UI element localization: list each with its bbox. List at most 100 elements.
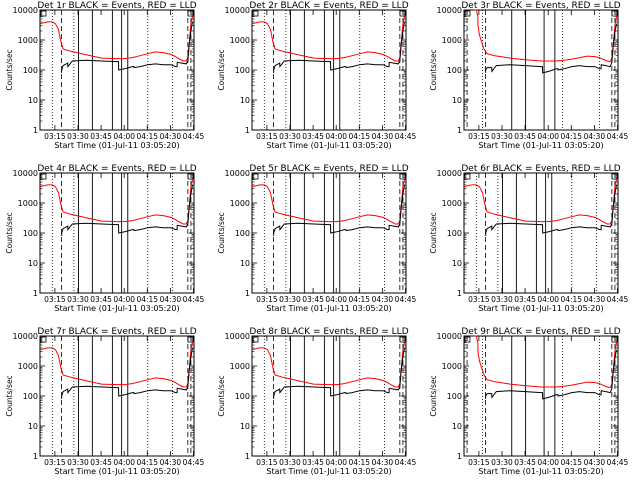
corner-marker <box>187 173 194 180</box>
x-tick-label: 04:00 <box>113 295 135 304</box>
panel-title: Det 2r BLACK = Events, RED = LLD <box>249 1 408 11</box>
corner-marker <box>40 336 47 343</box>
x-tick-label: 04:30 <box>372 295 394 304</box>
x-tick-label: 04:15 <box>348 132 370 141</box>
corner-marker <box>40 173 47 180</box>
panel-title: Det 7r BLACK = Events, RED = LLD <box>37 327 196 337</box>
x-tick-label: 03:45 <box>514 458 536 467</box>
x-tick-label: 03:15 <box>256 295 278 304</box>
y-axis-label: Counts/sec <box>429 49 438 90</box>
x-tick-label: 03:45 <box>514 132 536 141</box>
panel-title: Det 1r BLACK = Events, RED = LLD <box>37 1 196 11</box>
x-axis-label: Start Time (01-Jul-11 03:05:20) <box>478 141 603 150</box>
detector-panel-7: Det 7r BLACK = Events, RED = LLD 1 10 100 10… <box>5 327 205 476</box>
x-axis-label: Start Time (01-Jul-11 03:05:20) <box>266 304 391 313</box>
series-line-lld <box>463 179 618 225</box>
y-tick-label: 10 <box>240 96 250 105</box>
panel-title: Det 5r BLACK = Events, RED = LLD <box>249 164 408 174</box>
y-tick-label: 100 <box>447 66 462 75</box>
panel-title: Det 8r BLACK = Events, RED = LLD <box>249 327 408 337</box>
plot-frame <box>39 172 195 294</box>
y-tick-label: 1 <box>457 452 462 461</box>
y-tick-label: 1 <box>245 452 250 461</box>
y-tick-label: 1000 <box>18 362 38 371</box>
corner-marker <box>252 173 259 180</box>
x-tick-label: 03:45 <box>302 458 324 467</box>
y-axis-label: Counts/sec <box>217 375 226 416</box>
series-line-lld <box>474 335 618 389</box>
plot-frame <box>463 9 619 131</box>
x-tick-label: 03:15 <box>468 132 490 141</box>
x-tick-label: 03:45 <box>90 295 112 304</box>
panel-title: Det 6r BLACK = Events, RED = LLD <box>461 164 620 174</box>
x-tick-label: 04:30 <box>160 132 182 141</box>
x-tick-label: 04:45 <box>183 458 205 467</box>
x-tick-label: 04:45 <box>607 458 629 467</box>
series-line-lld <box>39 342 194 388</box>
x-tick-label: 03:15 <box>44 132 66 141</box>
y-tick-label: 10000 <box>13 169 38 178</box>
x-tick-label: 04:00 <box>325 132 347 141</box>
corner-marker <box>187 336 194 343</box>
detector-panel-3: Det 3r BLACK = Events, RED = LLD 1 10 100 10… <box>429 1 629 150</box>
y-tick-label: 10000 <box>437 6 462 15</box>
y-tick-label: 10000 <box>225 169 250 178</box>
series-line-events <box>273 347 405 399</box>
x-tick-label: 04:45 <box>395 458 417 467</box>
x-tick-label: 04:45 <box>183 295 205 304</box>
plot-frame <box>251 335 407 457</box>
y-axis-label: Counts/sec <box>217 212 226 253</box>
y-tick-label: 10 <box>452 96 462 105</box>
x-tick-label: 04:30 <box>160 295 182 304</box>
y-tick-label: 1000 <box>18 36 38 45</box>
y-tick-label: 1000 <box>18 199 38 208</box>
y-tick-label: 1 <box>457 126 462 135</box>
x-tick-label: 04:15 <box>136 458 158 467</box>
detector-panel-1: Det 1r BLACK = Events, RED = LLD 1 10 100 10… <box>5 1 205 150</box>
x-tick-label: 04:15 <box>348 458 370 467</box>
series-line-events <box>273 184 405 236</box>
x-tick-label: 04:00 <box>537 132 559 141</box>
corner-marker <box>40 10 47 17</box>
y-axis-label: Counts/sec <box>5 212 14 253</box>
plot-frame <box>39 335 195 457</box>
x-tick-label: 04:00 <box>325 458 347 467</box>
y-tick-label: 100 <box>447 229 462 238</box>
x-tick-label: 03:30 <box>279 132 301 141</box>
x-tick-label: 03:15 <box>468 458 490 467</box>
detector-panel-9: Det 9r BLACK = Events, RED = LLD 1 10 100 10… <box>429 327 629 476</box>
panel-title: Det 3r BLACK = Events, RED = LLD <box>461 1 620 11</box>
corner-marker <box>464 336 471 343</box>
y-axis-label: Counts/sec <box>429 375 438 416</box>
y-tick-label: 100 <box>23 392 38 401</box>
corner-marker <box>611 10 618 17</box>
y-tick-label: 10 <box>28 96 38 105</box>
detector-panel-6: Det 6r BLACK = Events, RED = LLD 1 10 100 10… <box>429 164 629 313</box>
x-tick-label: 04:00 <box>537 458 559 467</box>
x-axis-label: Start Time (01-Jul-11 03:05:20) <box>478 304 603 313</box>
x-tick-label: 04:15 <box>348 295 370 304</box>
y-tick-label: 100 <box>235 392 250 401</box>
x-tick-label: 04:45 <box>183 132 205 141</box>
x-tick-label: 04:30 <box>160 458 182 467</box>
x-axis-label: Start Time (01-Jul-11 03:05:20) <box>478 467 603 476</box>
x-tick-label: 03:30 <box>67 458 89 467</box>
y-tick-label: 10000 <box>225 6 250 15</box>
y-tick-label: 1 <box>33 126 38 135</box>
x-tick-label: 04:30 <box>584 295 606 304</box>
x-tick-label: 03:45 <box>514 295 536 304</box>
x-tick-label: 04:45 <box>395 132 417 141</box>
plot-frame <box>251 9 407 131</box>
series-line-lld <box>251 179 406 225</box>
x-axis-label: Start Time (01-Jul-11 03:05:20) <box>54 141 179 150</box>
plot-frame <box>463 335 619 457</box>
y-tick-label: 10000 <box>13 6 38 15</box>
y-axis-label: Counts/sec <box>5 49 14 90</box>
y-tick-label: 100 <box>235 66 250 75</box>
y-tick-label: 100 <box>23 229 38 238</box>
detector-panel-5: Det 5r BLACK = Events, RED = LLD 1 10 100 10… <box>217 164 417 313</box>
y-tick-label: 1 <box>245 126 250 135</box>
corner-marker <box>399 336 406 343</box>
series-line-events <box>61 347 193 399</box>
y-tick-label: 10 <box>240 422 250 431</box>
